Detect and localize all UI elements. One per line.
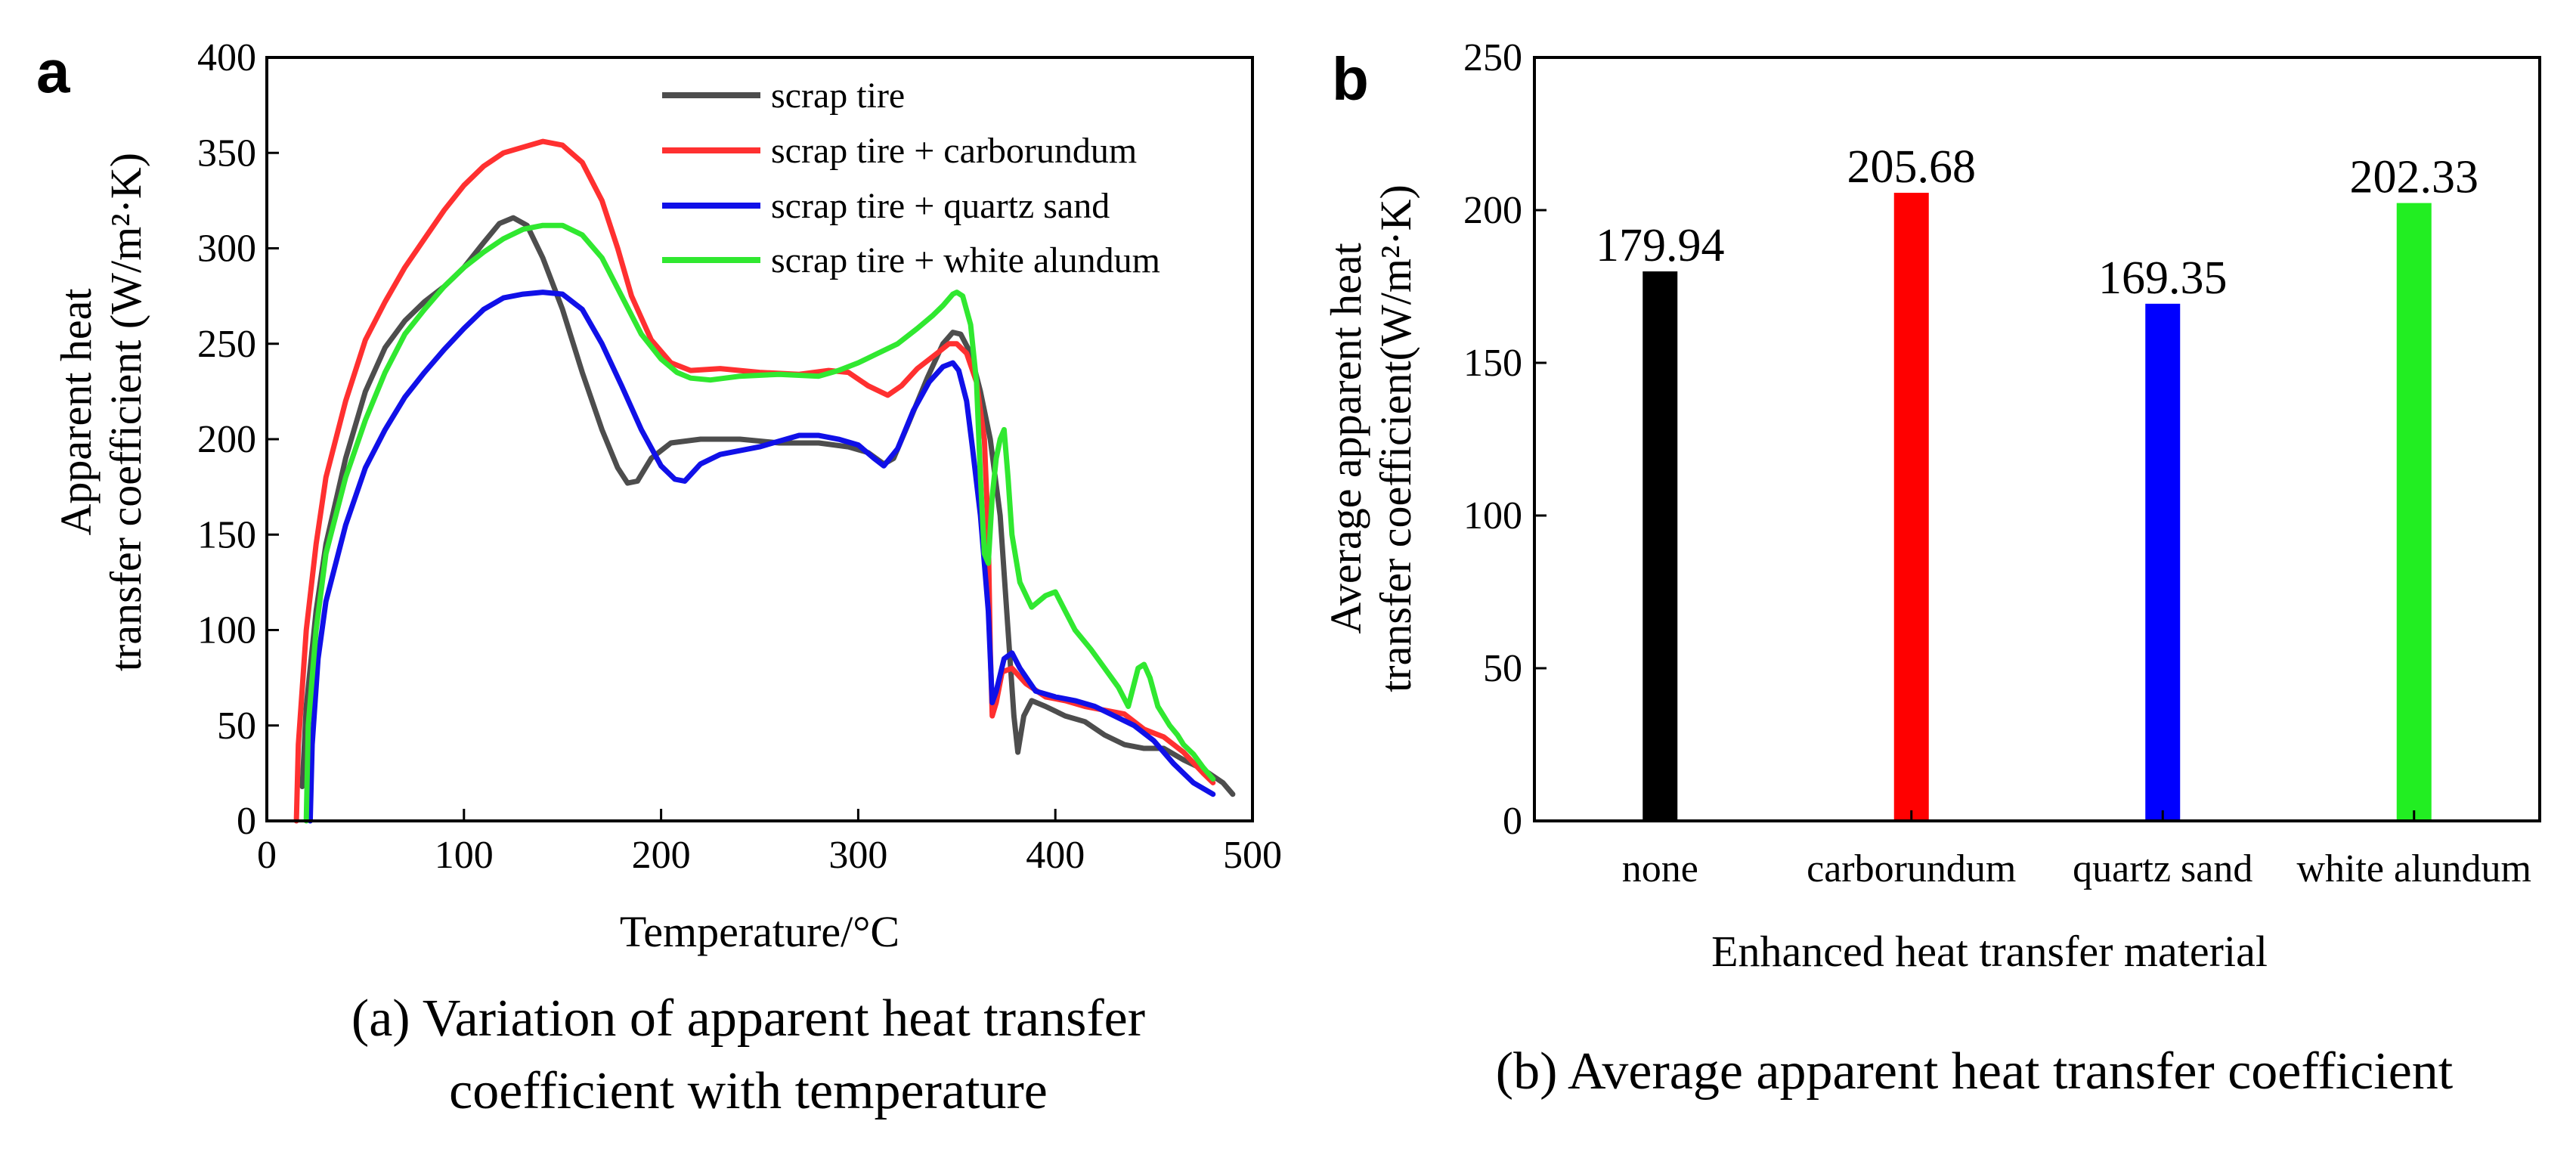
- legend-label-quartz-sand: scrap tire + quartz sand: [771, 186, 1110, 226]
- panel-a-xtick-label: 200: [632, 834, 691, 877]
- panel-b-ytick-label: 200: [1463, 189, 1522, 232]
- bar-none: [1643, 271, 1678, 822]
- panel-a-ytick-label: 400: [197, 36, 256, 79]
- panel-a-y-axis-ticks: 0 50 100 150 200 250 300 350 400: [197, 36, 279, 843]
- caption-a-line1: (a) Variation of apparent heat transfer: [351, 989, 1145, 1048]
- panel-letter-b: b: [1332, 45, 1369, 113]
- panel-a-ytick-label: 250: [197, 323, 256, 366]
- panel-letter-a: a: [36, 38, 70, 105]
- category-label: none: [1622, 847, 1698, 890]
- panel-b-ytick-label: 100: [1463, 494, 1522, 537]
- panel-a-xtick-label: 0: [257, 834, 277, 877]
- panel-b-plot-frame: [1533, 56, 2541, 822]
- panel-b-ytick-label: 0: [1503, 800, 1522, 843]
- bar-value-label: 202.33: [2350, 152, 2479, 203]
- panel-a-ytick-label: 50: [217, 705, 256, 748]
- caption-b: (b) Average apparent heat transfer coeff…: [1496, 1042, 2454, 1101]
- bar-quartz-sand: [2145, 303, 2181, 821]
- panel-b-ylabel-line1: Average apparent heat: [1321, 243, 1370, 633]
- panel-a-ytick-label: 200: [197, 418, 256, 461]
- panel-a-ytick-label: 350: [197, 132, 256, 175]
- bar-value-label: 205.68: [1847, 141, 1977, 193]
- panel-a-xlabel: Temperature/°C: [620, 907, 899, 956]
- panel-a-legend: scrap tire scrap tire + carborundum scra…: [662, 76, 1160, 280]
- panel-a-xtick-label: 100: [435, 834, 494, 877]
- panel-b-ylabel-line2: transfer coefficient(W/m²·K): [1371, 184, 1420, 692]
- caption-a-line2: coefficient with temperature: [449, 1062, 1048, 1120]
- panel-a-xtick-label: 500: [1223, 834, 1282, 877]
- bar-value-label: 179.94: [1596, 220, 1725, 271]
- panel-b-ytick-label: 250: [1463, 36, 1522, 79]
- panel-a-series-lines: [293, 138, 1236, 824]
- panel-a-plot-frame: [265, 56, 1254, 822]
- panel-a-xtick-label: 300: [828, 834, 887, 877]
- category-label: quartz sand: [2073, 847, 2252, 890]
- category-label: carborundum: [1807, 847, 2016, 890]
- bar-white-alundum: [2396, 203, 2432, 821]
- panel-b-xlabel: Enhanced heat transfer material: [1711, 927, 2268, 976]
- panel-b-y-axis-ticks: 0 50 100 150 200 250: [1463, 36, 1547, 843]
- panel-a: a Apparent heat transfer coefficient (W/…: [36, 36, 1282, 1120]
- panel-b-bars: 179.94 none 205.68 carborundum 169.35 quartz …: [1596, 141, 2531, 890]
- panel-b-ytick-label: 150: [1463, 342, 1522, 385]
- panel-a-ytick-label: 300: [197, 228, 256, 271]
- series-line-scrap-tire-quartz-sand: [307, 290, 1216, 824]
- bar-carborundum: [1893, 193, 1929, 821]
- legend-label-white-alundum: scrap tire + white alundum: [771, 240, 1160, 280]
- panel-b-ytick-label: 50: [1483, 647, 1522, 690]
- legend-label-carborundum: scrap tire + carborundum: [771, 131, 1137, 171]
- panel-a-x-axis-ticks: 0 100 200 300 400 500: [257, 809, 1282, 877]
- panel-a-ylabel: Apparent heat transfer coefficient (W/m²…: [51, 153, 150, 671]
- panel-a-ylabel-line1: Apparent heat: [51, 289, 101, 536]
- panel-b: b Average apparent heat transfer coeffic…: [1321, 36, 2541, 1101]
- legend-label-scrap-tire: scrap tire: [771, 76, 905, 116]
- panel-a-ytick-label: 150: [197, 513, 256, 556]
- panel-a-xtick-label: 400: [1026, 834, 1085, 877]
- panel-a-ytick-label: 0: [237, 800, 256, 843]
- panel-a-ylabel-line2: transfer coefficient (W/m²·K): [101, 153, 150, 671]
- series-line-scrap-tire-white-alundum: [303, 222, 1216, 824]
- panel-a-ytick-label: 100: [197, 609, 256, 652]
- category-label: white alundum: [2296, 847, 2531, 890]
- panel-b-ylabel: Average apparent heat transfer coefficie…: [1321, 184, 1420, 692]
- bar-value-label: 169.35: [2098, 252, 2228, 304]
